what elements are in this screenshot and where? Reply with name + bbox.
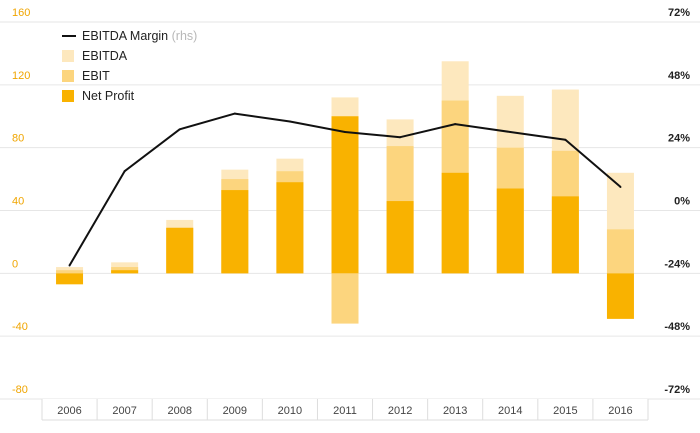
legend-label: EBITDA bbox=[82, 49, 128, 63]
right-tick-label: -24% bbox=[664, 258, 690, 270]
right-axis-ticks: -72% -48% -24% 0% 24% 48% 72% bbox=[664, 7, 690, 396]
x-tick-label: 2016 bbox=[608, 405, 632, 417]
ebitda-margin-point bbox=[233, 112, 236, 115]
net-profit-bar bbox=[331, 116, 359, 274]
left-tick-label: 0 bbox=[12, 258, 18, 270]
net-profit-bar bbox=[551, 196, 579, 274]
net-profit-bar bbox=[386, 201, 414, 274]
x-tick-label: 2014 bbox=[498, 405, 522, 417]
x-axis: 2006 2007 2008 2009 2010 2011 2012 2013 2014 2015… bbox=[41, 399, 649, 421]
right-tick-label: 0% bbox=[674, 196, 690, 208]
left-tick-label: -80 bbox=[12, 384, 28, 396]
right-tick-label: -72% bbox=[664, 384, 690, 396]
left-axis-ticks: -80 -40 0 40 80 120 160 bbox=[12, 7, 30, 396]
left-tick-label: -40 bbox=[12, 321, 28, 333]
legend-note: (rhs) bbox=[168, 29, 197, 43]
ebitda-margin-point bbox=[68, 264, 71, 267]
net-profit-bar bbox=[441, 172, 469, 274]
ebit-bar bbox=[56, 270, 84, 274]
legend-label: EBITDA Margin (rhs) bbox=[82, 29, 197, 43]
right-tick-label: 72% bbox=[668, 7, 690, 19]
ebitda-margin-point bbox=[178, 128, 181, 131]
left-tick-label: 120 bbox=[12, 70, 30, 82]
legend-label: EBIT bbox=[82, 69, 110, 83]
net-profit-bar bbox=[56, 273, 84, 285]
left-tick-label: 40 bbox=[12, 196, 24, 208]
ebit-bar bbox=[606, 229, 634, 274]
legend-swatch bbox=[62, 50, 74, 62]
left-tick-label: 160 bbox=[12, 7, 30, 19]
net-profit-bar bbox=[111, 270, 139, 274]
ebitda-margin-point bbox=[123, 170, 126, 173]
legend-swatch bbox=[62, 90, 74, 102]
net-profit-bar bbox=[166, 227, 194, 274]
ebitda-margin-point bbox=[564, 138, 567, 141]
x-tick-label: 2010 bbox=[278, 405, 302, 417]
ebitda-margin-point bbox=[344, 130, 346, 133]
x-tick-label: 2011 bbox=[333, 405, 357, 417]
x-tick-label: 2012 bbox=[388, 405, 412, 417]
margin-line bbox=[68, 112, 622, 267]
ebitda-margin-point bbox=[509, 130, 512, 133]
x-tick-label: 2007 bbox=[112, 405, 136, 417]
ebitda-margin-point bbox=[399, 136, 402, 139]
ebitda-margin-point bbox=[288, 120, 291, 123]
legend-swatch bbox=[62, 70, 74, 82]
ebitda-margin-point bbox=[454, 123, 457, 126]
ebit-bar bbox=[111, 267, 139, 274]
right-tick-label: 48% bbox=[668, 70, 690, 82]
ebit-bar bbox=[331, 273, 359, 324]
net-profit-bar bbox=[496, 188, 524, 274]
x-tick-label: 2009 bbox=[223, 405, 247, 417]
legend: EBITDA Margin (rhs) EBITDA EBIT Net Profit bbox=[62, 29, 197, 103]
x-tick-label: 2006 bbox=[57, 405, 81, 417]
x-tick-label: 2008 bbox=[167, 405, 191, 417]
ebitda-bar bbox=[56, 267, 84, 274]
right-tick-label: 24% bbox=[668, 133, 690, 145]
net-profit-bar bbox=[606, 273, 634, 319]
bars bbox=[56, 61, 634, 324]
x-tick-label: 2015 bbox=[553, 405, 577, 417]
x-axis-band bbox=[42, 399, 648, 420]
net-profit-bar bbox=[221, 190, 249, 274]
left-tick-label: 80 bbox=[12, 133, 24, 145]
right-tick-label: -48% bbox=[664, 321, 690, 333]
legend-label: Net Profit bbox=[82, 89, 135, 103]
net-profit-bar bbox=[276, 182, 304, 274]
ebitda-margin-point bbox=[619, 185, 622, 188]
x-tick-label: 2013 bbox=[443, 405, 467, 417]
